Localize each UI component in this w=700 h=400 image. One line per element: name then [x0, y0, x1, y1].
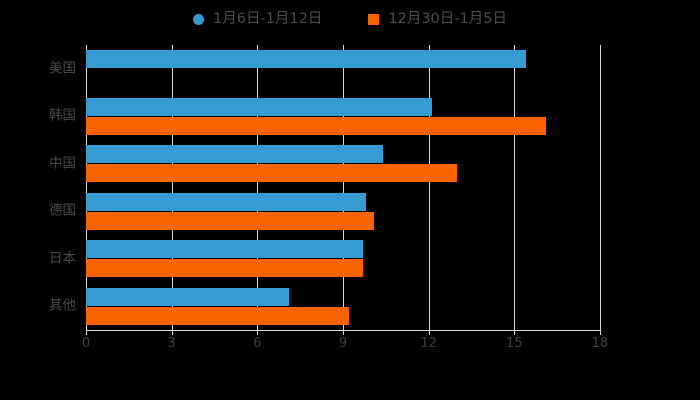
x-tick-label-18: 18	[591, 336, 609, 351]
bar-德国-series-2[interactable]	[86, 211, 375, 230]
x-tick-label-0: 0	[81, 336, 91, 351]
legend-marker-square-icon	[368, 13, 380, 25]
x-tickmark-18	[600, 330, 601, 335]
x-tickmark-9	[343, 330, 344, 335]
y-tick-label-其他: 其他	[49, 297, 76, 314]
x-tickmark-12	[428, 330, 430, 335]
x-tickmark-0	[86, 330, 87, 335]
gridline-15	[514, 45, 516, 330]
gridline-6	[257, 45, 259, 330]
bar-日本-series-1[interactable]	[86, 240, 363, 259]
y-tick-label-美国: 美国	[49, 60, 76, 76]
bar-日本-series-2[interactable]	[86, 259, 363, 278]
bar-中国-series-2[interactable]	[86, 164, 458, 183]
x-tickmark-15	[514, 330, 516, 335]
x-tick-label-9: 9	[338, 336, 348, 351]
legend-marker-circle-icon	[193, 13, 205, 25]
y-tick-label-德国: 德国	[49, 202, 76, 219]
plot-area	[86, 45, 601, 330]
x-tick-label-15: 15	[506, 336, 523, 351]
y-tick-label-日本: 日本	[49, 250, 76, 266]
bar-中国-series-1[interactable]	[86, 145, 383, 164]
gridline-12	[428, 45, 430, 330]
gridline-18	[600, 45, 601, 330]
y-tick-label-韩国: 韩国	[49, 107, 76, 124]
legend-label-series-2: 12月30日-1月5日	[388, 10, 507, 27]
legend-entry-series-2[interactable]: 12月30日-1月5日	[368, 12, 507, 27]
x-tick-label-3: 3	[167, 336, 176, 351]
bar-美国-series-1[interactable]	[86, 50, 526, 69]
bar-韩国-series-1[interactable]	[86, 97, 432, 116]
legend-label-series-1: 1月6日-1月12日	[213, 10, 323, 27]
gridline-9	[343, 45, 344, 330]
bar-其他-series-2[interactable]	[86, 306, 349, 325]
legend-entry-series-1[interactable]: 1月6日-1月12日	[193, 12, 322, 27]
x-tickmark-3	[171, 330, 173, 335]
x-tickmark-6	[257, 330, 259, 335]
gridline-0	[86, 45, 87, 330]
bar-其他-series-1[interactable]	[86, 287, 289, 306]
x-tick-label-12: 12	[420, 336, 437, 351]
x-tick-label-6: 6	[253, 336, 262, 351]
bar-韩国-series-2[interactable]	[86, 116, 546, 135]
y-axis-labels: 美国韩国中国德国日本其他	[0, 0, 76, 400]
bar-德国-series-1[interactable]	[86, 192, 366, 211]
y-tick-label-中国: 中国	[49, 155, 76, 171]
chart-legend: 1月6日-1月12日 12月30日-1月5日	[0, 6, 700, 32]
gridline-3	[171, 45, 173, 330]
